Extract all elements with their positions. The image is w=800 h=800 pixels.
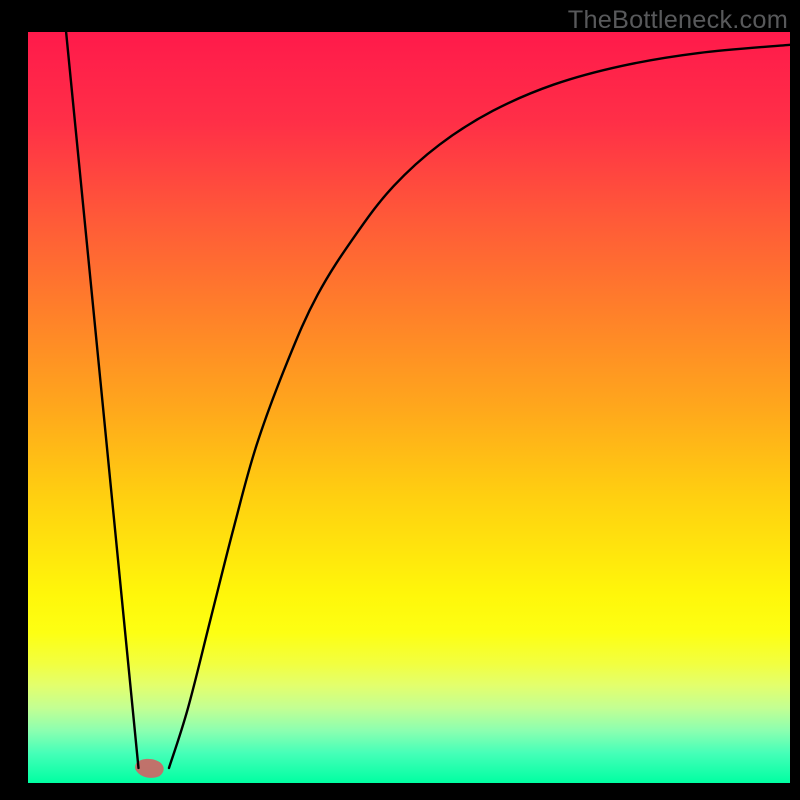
- chart-svg: [28, 32, 790, 783]
- watermark-text: TheBottleneck.com: [568, 6, 788, 35]
- plot-area: [28, 32, 790, 783]
- chart-frame: TheBottleneck.com: [0, 0, 800, 800]
- gradient-background: [28, 32, 790, 783]
